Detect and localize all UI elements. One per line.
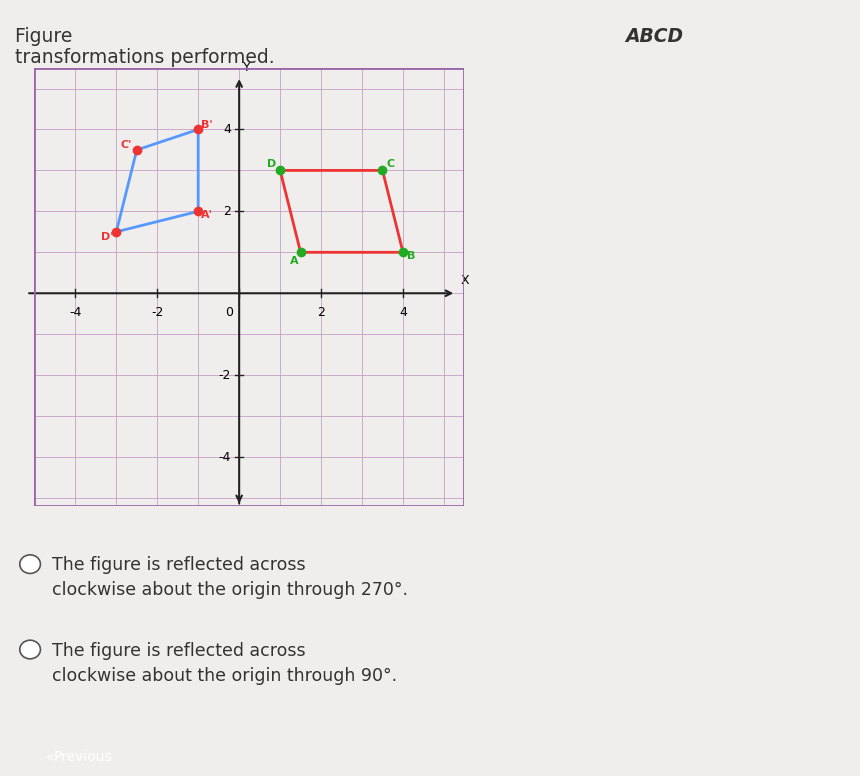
Text: A': A' (200, 210, 212, 220)
Text: B': B' (201, 120, 213, 130)
Text: B: B (407, 251, 415, 262)
Text: Y: Y (243, 61, 251, 74)
Text: The figure is reflected across: The figure is reflected across (52, 642, 310, 660)
Text: -4: -4 (69, 306, 82, 319)
Text: clockwise about the origin through 90°.: clockwise about the origin through 90°. (52, 667, 396, 684)
Text: X: X (460, 274, 469, 287)
Text: 4: 4 (399, 306, 407, 319)
Text: -4: -4 (218, 451, 231, 463)
Text: D: D (267, 159, 277, 169)
Text: -2: -2 (151, 306, 163, 319)
Text: 4: 4 (223, 123, 231, 136)
Text: -2: -2 (218, 369, 231, 382)
Text: Figure: Figure (15, 27, 79, 46)
Text: The figure is reflected across: The figure is reflected across (52, 556, 310, 574)
Text: 2: 2 (223, 205, 231, 218)
Bar (34, 68, 464, 506)
Text: Previous: Previous (53, 750, 112, 764)
Text: transformations performed.: transformations performed. (15, 48, 275, 67)
Text: A: A (290, 255, 298, 265)
Text: clockwise about the origin through 270°.: clockwise about the origin through 270°. (52, 581, 408, 599)
Text: C: C (387, 159, 395, 169)
Text: C': C' (121, 140, 132, 150)
Text: ABCD: ABCD (625, 27, 683, 46)
Text: 0: 0 (225, 306, 233, 319)
Text: 2: 2 (317, 306, 325, 319)
Text: «: « (46, 750, 55, 765)
Text: D': D' (101, 232, 114, 242)
